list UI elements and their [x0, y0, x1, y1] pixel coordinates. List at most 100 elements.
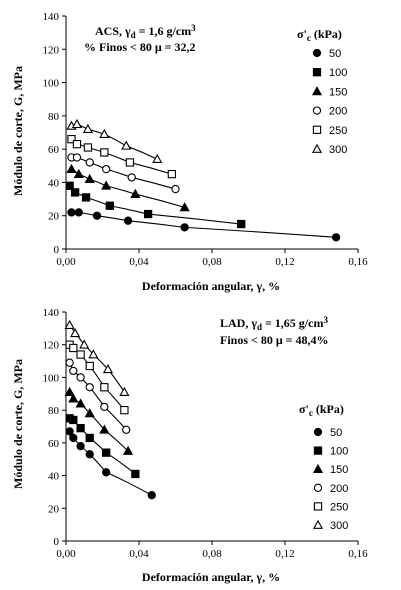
y-tick-label: 60	[48, 144, 60, 156]
series-50	[65, 427, 156, 500]
data-point	[127, 173, 136, 182]
x-tick-label: 0,04	[129, 256, 149, 268]
series-200	[67, 153, 180, 194]
data-point	[120, 405, 129, 415]
legend-marker	[312, 106, 322, 115]
data-point	[131, 469, 140, 479]
series-50	[67, 208, 341, 242]
series-250	[65, 340, 129, 415]
legend-entry: 250	[313, 501, 348, 513]
annotation-density: = 1,65 g/cm	[262, 316, 324, 330]
data-point	[84, 408, 95, 418]
y-tick-label: 80	[48, 405, 60, 417]
legend-marker	[313, 446, 323, 455]
x-tick-label: 0,16	[348, 548, 368, 560]
data-point	[122, 425, 131, 434]
data-point	[88, 349, 99, 359]
data-point	[72, 140, 82, 149]
data-point	[102, 363, 114, 374]
data-point	[74, 208, 83, 217]
annotation-line-2: Finos < 80 μ = 48,4%	[220, 333, 329, 347]
legend-label: 250	[330, 501, 348, 513]
y-axis-title: Módulo de corte, G, MPa	[11, 359, 25, 489]
data-point	[125, 158, 135, 167]
legend-title: σ'c (kPa)	[297, 27, 342, 43]
data-point	[71, 118, 83, 129]
series-200	[65, 358, 131, 434]
series-100	[65, 414, 140, 479]
legend-label: 100	[330, 446, 348, 458]
legend-entry: 150	[312, 463, 348, 476]
data-point	[69, 415, 78, 425]
legend-marker	[312, 48, 322, 58]
data-point	[102, 448, 111, 457]
legend-label: 150	[329, 86, 347, 98]
data-point	[76, 423, 85, 433]
data-point	[84, 173, 95, 183]
x-tick-label: 0,08	[202, 548, 222, 560]
data-point	[147, 491, 156, 500]
y-tick-label: 40	[48, 471, 60, 483]
legend-title-unit: (kPa)	[313, 402, 344, 416]
data-point	[70, 327, 81, 338]
data-point	[76, 373, 85, 382]
y-tick-label: 120	[43, 44, 60, 56]
legend-marker	[313, 502, 323, 511]
data-point	[167, 169, 176, 179]
legend-marker	[312, 519, 324, 529]
y-tick-label: 20	[48, 503, 60, 515]
legend-marker	[311, 86, 323, 96]
data-point	[101, 180, 112, 190]
data-point	[152, 153, 163, 163]
data-point	[99, 128, 110, 139]
data-point	[123, 216, 133, 225]
annotation-soil: ACS, γ	[95, 24, 131, 38]
legend-marker	[312, 125, 322, 134]
x-tick-label: 0,16	[348, 256, 368, 268]
data-point	[102, 164, 111, 174]
annotation-line-1: ACS, γd = 1,6 g/cm3	[95, 23, 196, 40]
x-tick-label: 0,12	[275, 256, 294, 268]
data-point	[105, 201, 114, 210]
legend-entry: 250	[312, 125, 347, 137]
series-250	[67, 135, 176, 179]
data-point	[100, 402, 109, 412]
x-tick-label: 0,12	[275, 548, 294, 560]
data-point	[100, 148, 109, 157]
x-axis-title: Deformación angular, γ, %	[142, 570, 280, 584]
legend-label: 150	[330, 464, 348, 476]
annotation-superscript: 3	[191, 23, 196, 33]
data-point	[85, 433, 94, 443]
legend-marker	[312, 463, 324, 474]
data-point	[83, 143, 93, 152]
data-point	[67, 208, 76, 217]
y-tick-label: 100	[43, 372, 60, 384]
data-point	[76, 350, 85, 359]
series-300	[66, 118, 163, 163]
trend-line	[69, 431, 153, 496]
data-point	[69, 343, 78, 353]
data-point	[64, 319, 75, 329]
legend-title-unit: (kPa)	[311, 27, 342, 41]
data-point	[99, 424, 110, 434]
legend-marker	[311, 143, 323, 153]
data-point	[72, 153, 82, 162]
legend-title-subscript: c	[309, 408, 313, 418]
data-point	[122, 445, 134, 455]
data-point	[180, 223, 189, 232]
x-tick-label: 0,04	[129, 548, 149, 560]
trend-line	[71, 168, 185, 208]
data-point	[331, 233, 341, 242]
data-point	[102, 468, 111, 477]
data-point	[119, 386, 130, 397]
legend-entry: 50	[313, 427, 342, 439]
series-150	[64, 386, 134, 455]
x-tick-label: 0,00	[56, 548, 76, 560]
data-point	[85, 450, 94, 459]
legend-label: 50	[330, 427, 342, 439]
legend-title-sigma: σ'	[297, 27, 307, 41]
trend-line	[69, 362, 127, 431]
y-tick-label: 80	[48, 111, 60, 123]
legend-title-subscript: c	[307, 33, 311, 43]
